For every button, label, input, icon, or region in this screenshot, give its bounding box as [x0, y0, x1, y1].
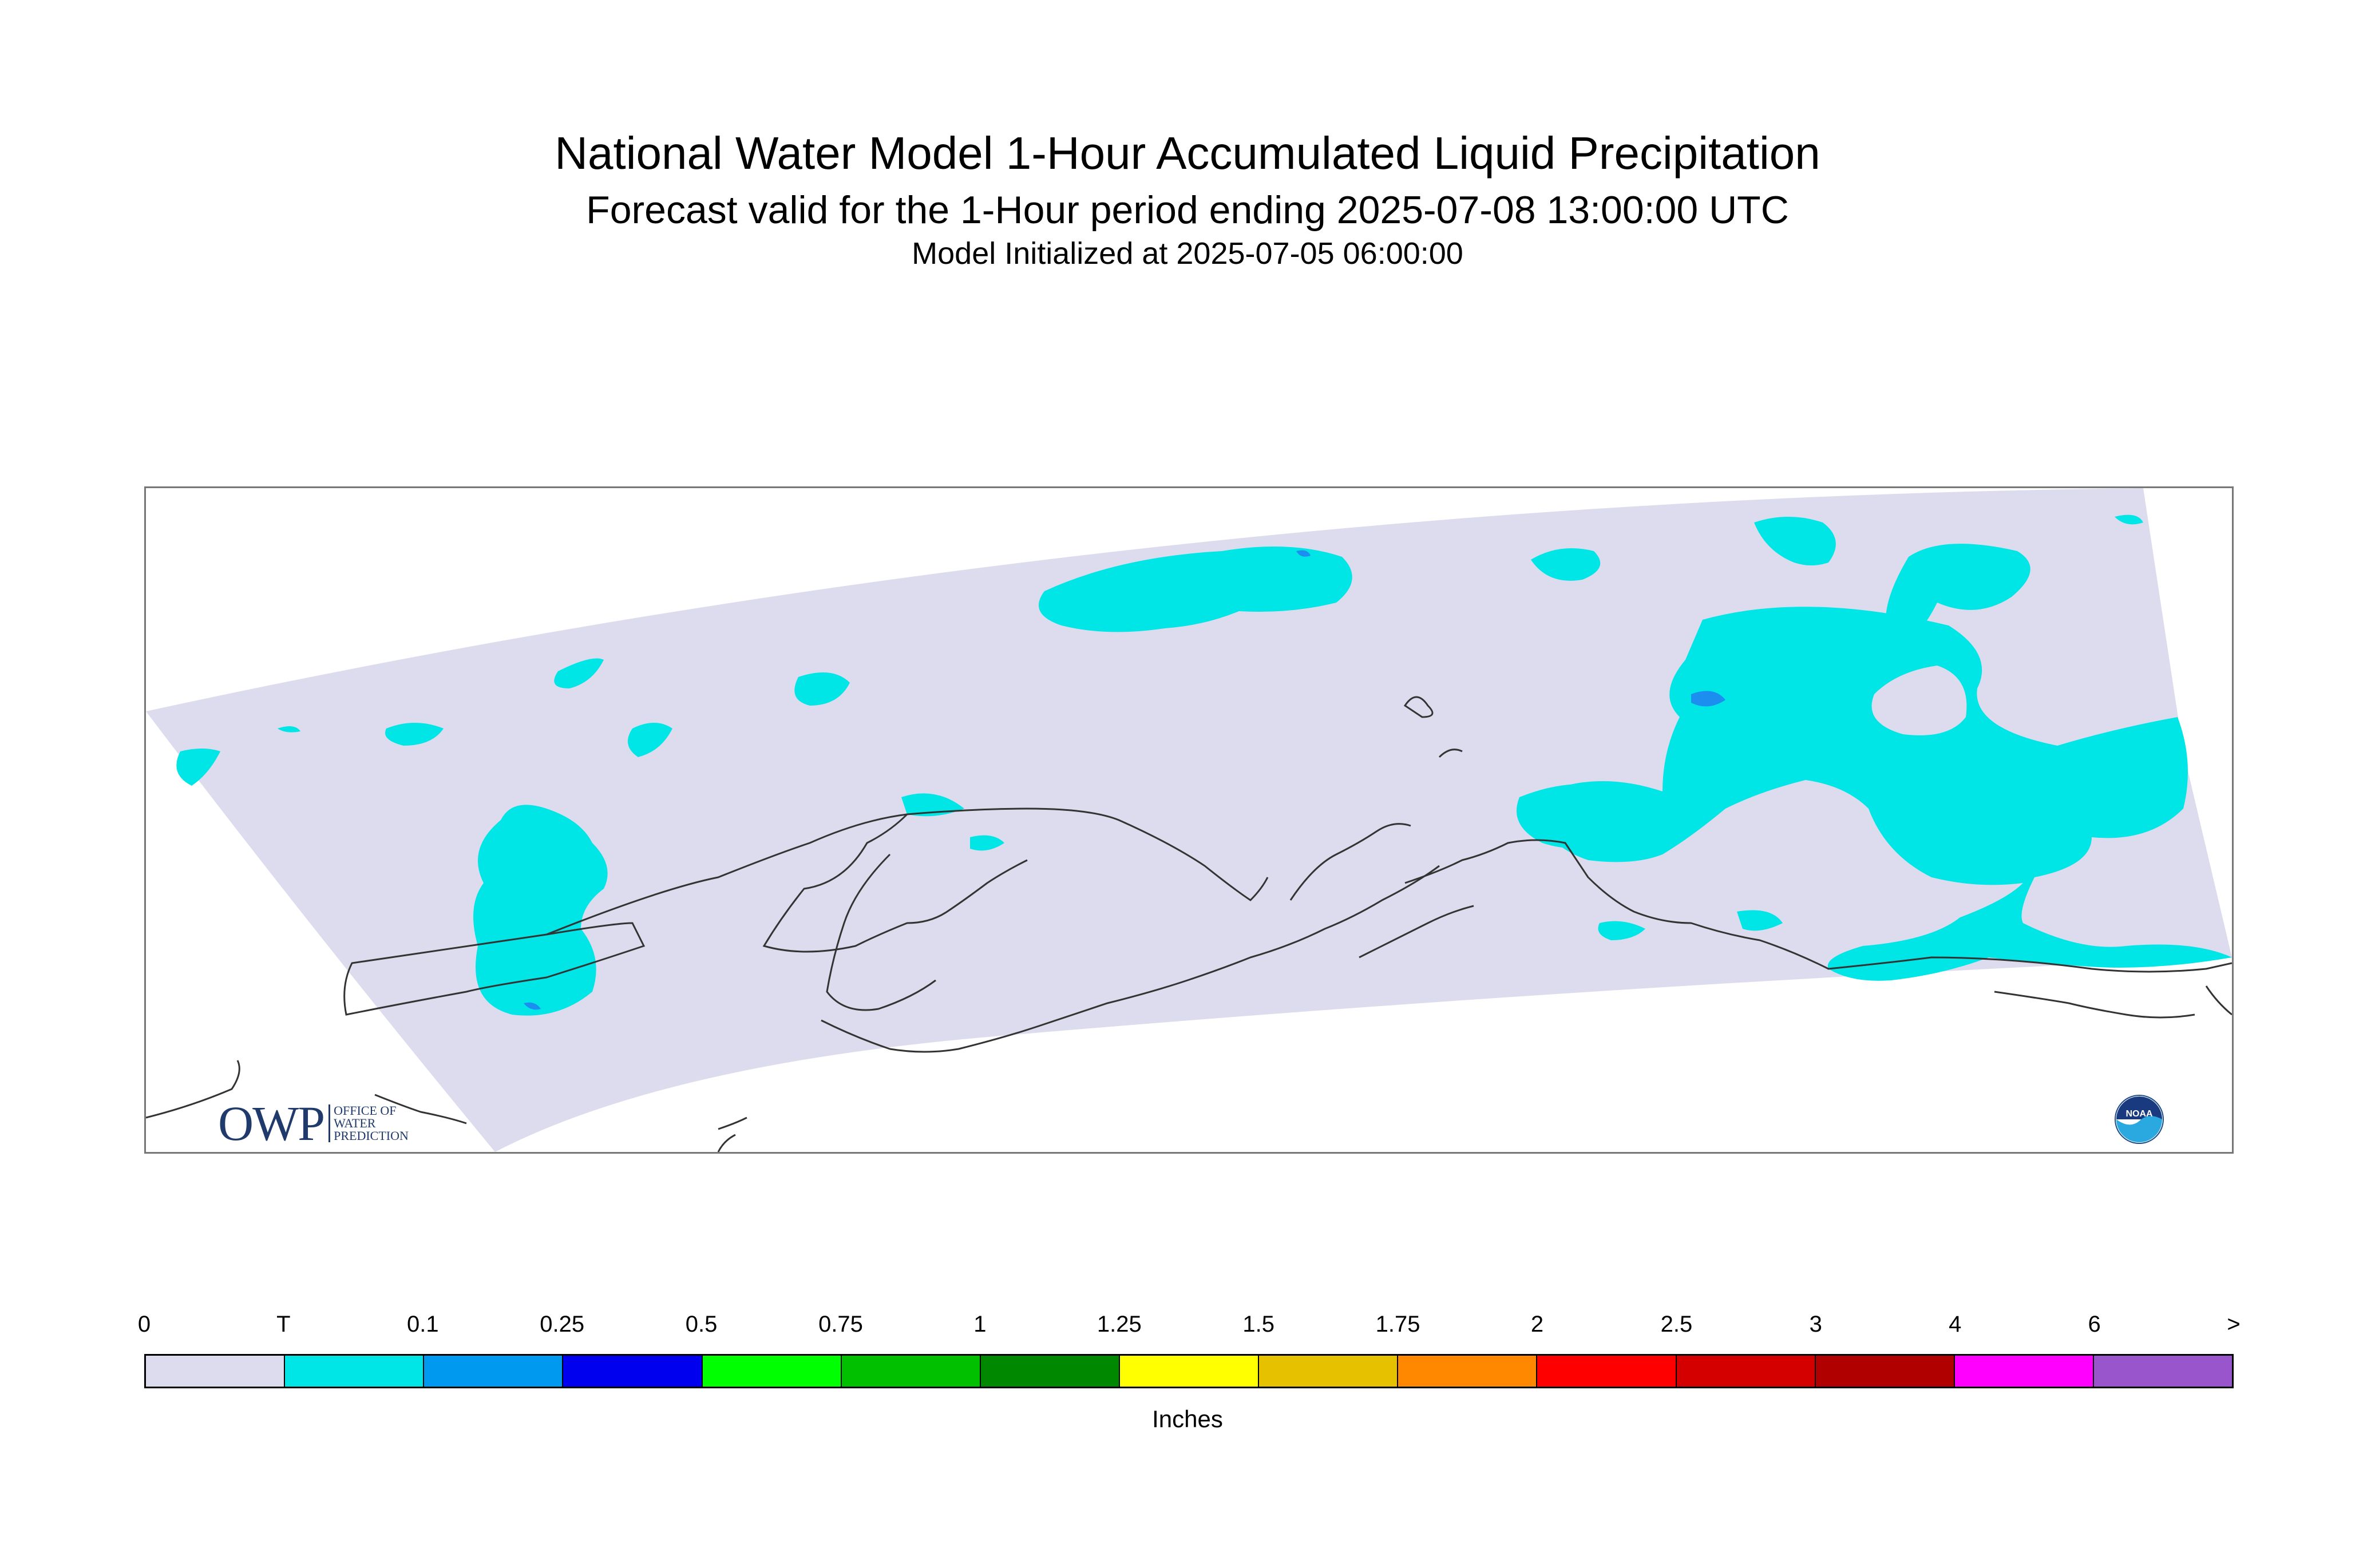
colorbar-swatch — [841, 1356, 981, 1387]
colorbar-swatch — [285, 1356, 425, 1387]
precipitation-map: OWP OFFICE OF WATER PREDICTION NOAA — [144, 486, 2234, 1154]
colorbar-swatch — [1815, 1356, 1955, 1387]
owp-logo-text: OFFICE OF WATER PREDICTION — [328, 1104, 409, 1142]
colorbar-tick-label: 0.25 — [540, 1312, 585, 1337]
map-title: National Water Model 1-Hour Accumulated … — [555, 128, 1820, 179]
colorbar-swatch — [424, 1356, 564, 1387]
precip-0-1-spots — [524, 550, 1725, 1010]
colorbar-tick-label: 2.5 — [1660, 1312, 1693, 1337]
colorbar-swatch — [1537, 1356, 1677, 1387]
colorbar-swatch — [1954, 1356, 2094, 1387]
colorbar-swatch — [146, 1356, 286, 1387]
map-canvas — [146, 488, 2232, 1152]
owp-logo-mark: OWP — [218, 1096, 325, 1151]
colorbar-tick-label: 3 — [1809, 1312, 1822, 1337]
colorbar — [144, 1354, 2234, 1388]
colorbar-swatch — [1398, 1356, 1538, 1387]
owp-logo-line-2: WATER — [334, 1116, 376, 1130]
colorbar-swatch — [1119, 1356, 1260, 1387]
colorbar-tick-label: T — [276, 1312, 291, 1337]
coastlines — [146, 696, 2232, 1152]
colorbar-tick-label: 6 — [2088, 1312, 2101, 1337]
colorbar-tick-label: 4 — [1949, 1312, 1962, 1337]
colorbar-tick-label: 0 — [137, 1312, 151, 1337]
owp-logo: OWP OFFICE OF WATER PREDICTION — [218, 1095, 409, 1152]
colorbar-swatch — [980, 1356, 1120, 1387]
owp-logo-line-1: OFFICE OF — [334, 1103, 397, 1118]
colorbar-tick-label: 0.1 — [406, 1312, 439, 1337]
colorbar-swatch — [563, 1356, 703, 1387]
colorbar-swatch — [702, 1356, 842, 1387]
svg-text:NOAA: NOAA — [2125, 1109, 2153, 1119]
colorbar-tick-label: > — [2227, 1312, 2241, 1337]
colorbar-tick-label: 1.25 — [1097, 1312, 1142, 1337]
colorbar-tick-label: 2 — [1530, 1312, 1544, 1337]
colorbar-tick-label: 1 — [973, 1312, 987, 1337]
colorbar-tick-label: 0.75 — [818, 1312, 863, 1337]
colorbar-tick-label: 1.75 — [1375, 1312, 1420, 1337]
noaa-logo: NOAA — [2115, 1095, 2164, 1144]
colorbar-swatch — [1676, 1356, 1816, 1387]
owp-logo-line-3: PREDICTION — [334, 1129, 409, 1143]
model-init-line: Model Initialized at 2025-07-05 06:00:00 — [912, 236, 1463, 271]
colorbar-swatch — [1259, 1356, 1399, 1387]
colorbar-tick-label: 0.5 — [685, 1312, 718, 1337]
colorbar-swatch — [2093, 1356, 2232, 1387]
forecast-valid-subtitle: Forecast valid for the 1-Hour period end… — [586, 188, 1789, 232]
colorbar-tick-label: 1.5 — [1242, 1312, 1274, 1337]
colorbar-units: Inches — [1152, 1405, 1223, 1432]
